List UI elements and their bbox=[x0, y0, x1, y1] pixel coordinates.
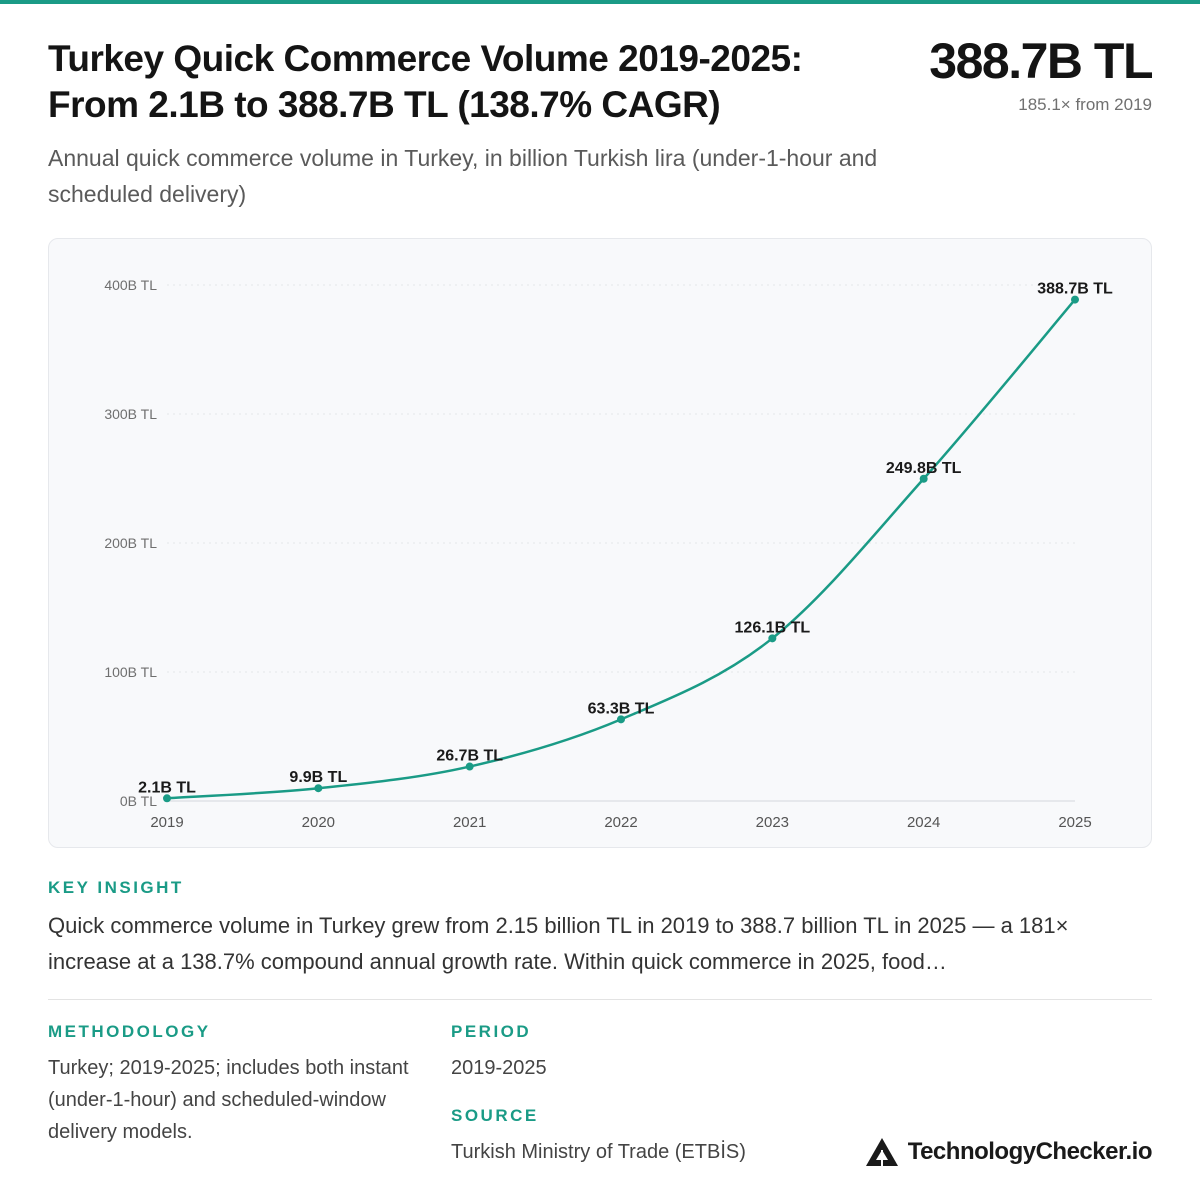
data-labels: 2.1B TL 9.9B TL 26.7B TL 63.3B TL 126.1B TL 2… bbox=[138, 281, 1113, 797]
methodology-label: METHODOLOGY bbox=[48, 1022, 211, 1041]
x-axis-ticks: 2019 2020 2021 2022 2023 2024 2025 bbox=[150, 814, 1091, 831]
headline-value: 388.7B TL bbox=[929, 33, 1153, 89]
y-axis-ticks: 0B TL 100B TL 200B TL 300B TL 400B TL bbox=[104, 277, 157, 809]
data-label: 9.9B TL bbox=[289, 769, 347, 786]
source-text: Turkish Ministry of Trade (ETBİS) bbox=[451, 1141, 746, 1163]
data-label: 26.7B TL bbox=[436, 748, 503, 765]
data-label: 126.1B TL bbox=[735, 619, 811, 636]
data-point bbox=[768, 634, 777, 643]
x-tick-label: 2021 bbox=[453, 814, 486, 831]
y-tick-label: 300B TL bbox=[104, 406, 157, 422]
period-label: PERIOD bbox=[451, 1022, 532, 1041]
series-line bbox=[166, 298, 1076, 800]
x-tick-label: 2019 bbox=[150, 814, 183, 831]
section-divider bbox=[48, 999, 1152, 1000]
data-point bbox=[617, 715, 625, 724]
brand-name: TechnologyChecker.io bbox=[907, 1138, 1153, 1165]
x-tick-label: 2022 bbox=[604, 814, 637, 831]
data-label: 63.3B TL bbox=[588, 700, 655, 717]
data-point bbox=[1071, 295, 1079, 304]
data-point bbox=[314, 784, 323, 793]
data-label: 2.1B TL bbox=[138, 779, 196, 796]
y-tick-label: 200B TL bbox=[104, 535, 157, 551]
headline-growth-note: 185.1× from 2019 bbox=[1018, 95, 1152, 114]
y-tick-label: 400B TL bbox=[104, 277, 157, 293]
y-tick-label: 0B TL bbox=[120, 793, 157, 809]
source-label: SOURCE bbox=[451, 1106, 539, 1125]
data-label: 249.8B TL bbox=[886, 460, 962, 477]
key-insight-text: Quick commerce volume in Turkey grew fro… bbox=[48, 913, 1069, 974]
data-point bbox=[163, 794, 171, 803]
x-tick-label: 2025 bbox=[1058, 814, 1091, 831]
methodology-text: Turkey; 2019-2025; includes both instant… bbox=[48, 1057, 409, 1143]
chart-subtitle: Annual quick commerce volume in Turkey, … bbox=[48, 145, 878, 207]
data-point bbox=[465, 762, 474, 771]
top-accent-bar bbox=[0, 0, 1200, 4]
x-tick-label: 2024 bbox=[907, 814, 940, 831]
data-points bbox=[163, 295, 1079, 803]
key-insight-label: KEY INSIGHT bbox=[48, 878, 184, 897]
data-point bbox=[919, 474, 928, 483]
chart-card: 0B TL 100B TL 200B TL 300B TL 400B TL 2019 20… bbox=[48, 238, 1152, 848]
triangle-logo-icon bbox=[865, 1138, 898, 1166]
data-label: 388.7B TL bbox=[1037, 281, 1113, 298]
grid-lines bbox=[167, 284, 1075, 802]
x-tick-label: 2023 bbox=[756, 814, 789, 831]
x-tick-label: 2020 bbox=[302, 814, 335, 831]
page-title: Turkey Quick Commerce Volume 2019-2025: … bbox=[48, 38, 803, 125]
brand-logo: TechnologyChecker.io bbox=[864, 1136, 1153, 1168]
y-tick-label: 100B TL bbox=[104, 664, 157, 680]
period-text: 2019-2025 bbox=[451, 1057, 547, 1079]
